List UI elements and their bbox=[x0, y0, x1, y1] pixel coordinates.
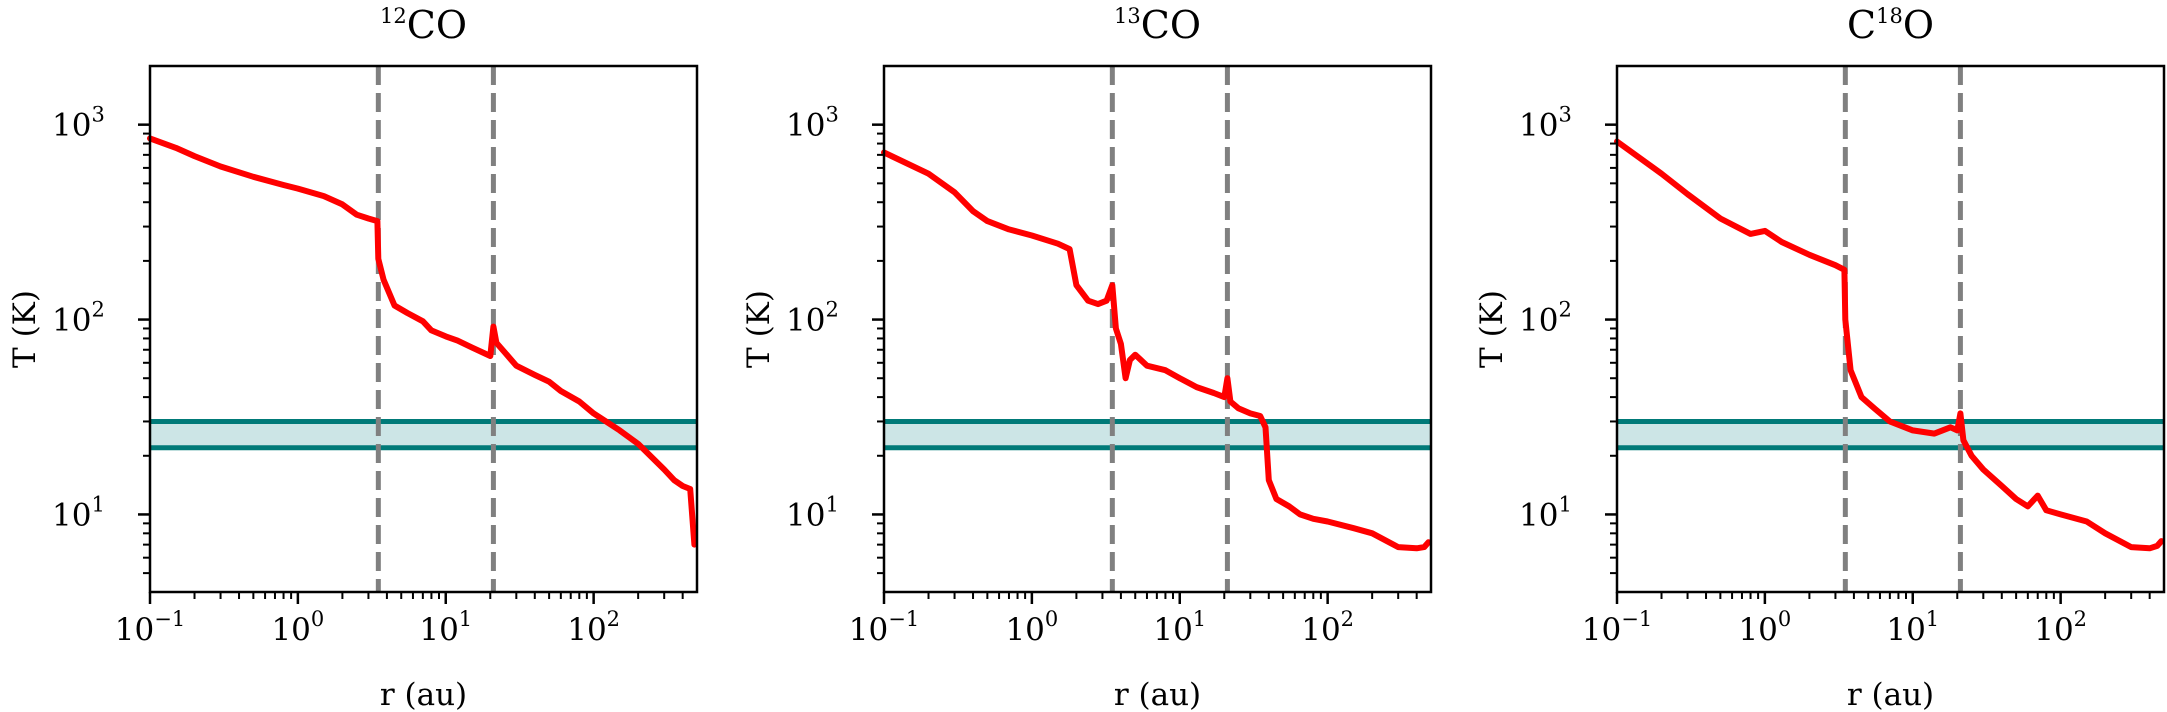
x-tick-label: 10−1 bbox=[115, 607, 185, 648]
x-axis-label: r (au) bbox=[380, 677, 467, 712]
chart-panel-3: 10−1 100 101 102 101 102 103 r (au) T (K) C18O bbox=[1474, 3, 2166, 712]
shaded-band bbox=[1617, 421, 2164, 448]
x-tick-label: 101 bbox=[1886, 607, 1939, 648]
y-axis-label: T (K) bbox=[741, 290, 777, 368]
chart-title: 12CO bbox=[380, 3, 467, 47]
x-tick-label: 101 bbox=[419, 607, 472, 648]
temperature-line-1 bbox=[147, 135, 698, 548]
chart-title: C18O bbox=[1847, 3, 1934, 47]
chart-panel-1: 10−1 100 101 102 101 102 103 r (au) T (K) 12CO bbox=[7, 3, 699, 712]
x-tick-label: 102 bbox=[1301, 607, 1354, 648]
shaded-band bbox=[150, 421, 697, 448]
y-tick-label: 103 bbox=[786, 103, 839, 144]
y-tick-label: 102 bbox=[52, 298, 105, 339]
x-tick-label: 10−1 bbox=[1582, 607, 1652, 648]
y-tick-label: 101 bbox=[786, 492, 839, 533]
temperature-line-1 bbox=[1614, 138, 2165, 552]
y-axis-label: T (K) bbox=[1474, 290, 1510, 368]
y-tick-label: 103 bbox=[52, 103, 105, 144]
x-tick-label: 102 bbox=[567, 607, 620, 648]
y-tick-label: 102 bbox=[786, 298, 839, 339]
x-tick-label: 10−1 bbox=[849, 607, 919, 648]
x-axis-label: r (au) bbox=[1847, 677, 1934, 712]
x-tick-label: 101 bbox=[1153, 607, 1206, 648]
chart-title: 13CO bbox=[1114, 3, 1201, 47]
shaded-band bbox=[884, 421, 1431, 448]
chart-panel-2: 10−1 100 101 102 101 102 103 r (au) T (K) 13CO bbox=[741, 3, 1433, 712]
x-tick-label: 100 bbox=[271, 607, 324, 648]
plot-frame bbox=[148, 64, 699, 594]
x-tick-label: 102 bbox=[2034, 607, 2087, 648]
y-tick-label: 101 bbox=[52, 492, 105, 533]
y-axis-label: T (K) bbox=[7, 290, 43, 368]
y-tick-label: 102 bbox=[1519, 298, 1572, 339]
y-tick-label: 103 bbox=[1519, 103, 1572, 144]
plot-frame bbox=[882, 64, 1433, 594]
x-axis-label: r (au) bbox=[1114, 677, 1201, 712]
x-tick-label: 100 bbox=[1738, 607, 1791, 648]
temperature-line-1 bbox=[881, 149, 1432, 552]
x-tick-label: 100 bbox=[1005, 607, 1058, 648]
y-tick-label: 101 bbox=[1519, 492, 1572, 533]
plot-frame bbox=[1615, 64, 2166, 594]
